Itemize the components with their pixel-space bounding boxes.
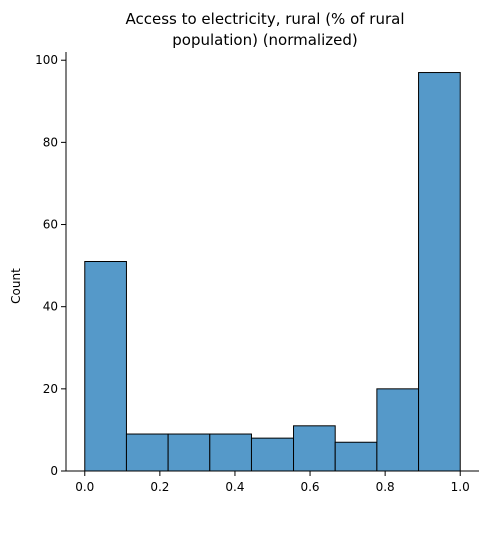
x-axis: 0.0 0.2 0.4 0.6 0.8 1.0	[66, 470, 479, 494]
y-tick-label: 100	[35, 53, 58, 67]
x-tick-label: 0.8	[376, 480, 395, 494]
chart-title-line-2: population) (normalized)	[172, 31, 358, 49]
y-axis: 0 20 40 60 80 100	[35, 52, 67, 478]
x-tick-label: 1.0	[451, 480, 470, 494]
x-tick-label: 0.0	[75, 480, 94, 494]
histogram-bar	[250, 437, 295, 472]
histogram-bar	[418, 72, 461, 472]
histogram-bar	[167, 433, 211, 472]
histogram-bar	[84, 261, 127, 472]
y-tick-label: 40	[43, 300, 58, 314]
bars-group	[84, 72, 461, 472]
y-tick-label: 0	[50, 464, 58, 478]
x-tick-label: 0.4	[225, 480, 244, 494]
histogram-bar	[334, 441, 378, 472]
x-tick-label: 0.2	[150, 480, 169, 494]
x-tick-label: 0.6	[300, 480, 319, 494]
histogram-bar	[376, 388, 420, 472]
histogram-bar	[209, 433, 252, 472]
y-tick-label: 80	[43, 135, 58, 149]
y-tick-label: 60	[43, 218, 58, 232]
histogram-bar	[293, 425, 336, 472]
y-tick-label: 20	[43, 382, 58, 396]
chart-title-line-1: Access to electricity, rural (% of rural	[125, 10, 404, 28]
histogram-bar	[125, 433, 169, 472]
chart-title: Access to electricity, rural (% of rural…	[125, 10, 404, 49]
y-axis-label: Count	[9, 268, 23, 304]
